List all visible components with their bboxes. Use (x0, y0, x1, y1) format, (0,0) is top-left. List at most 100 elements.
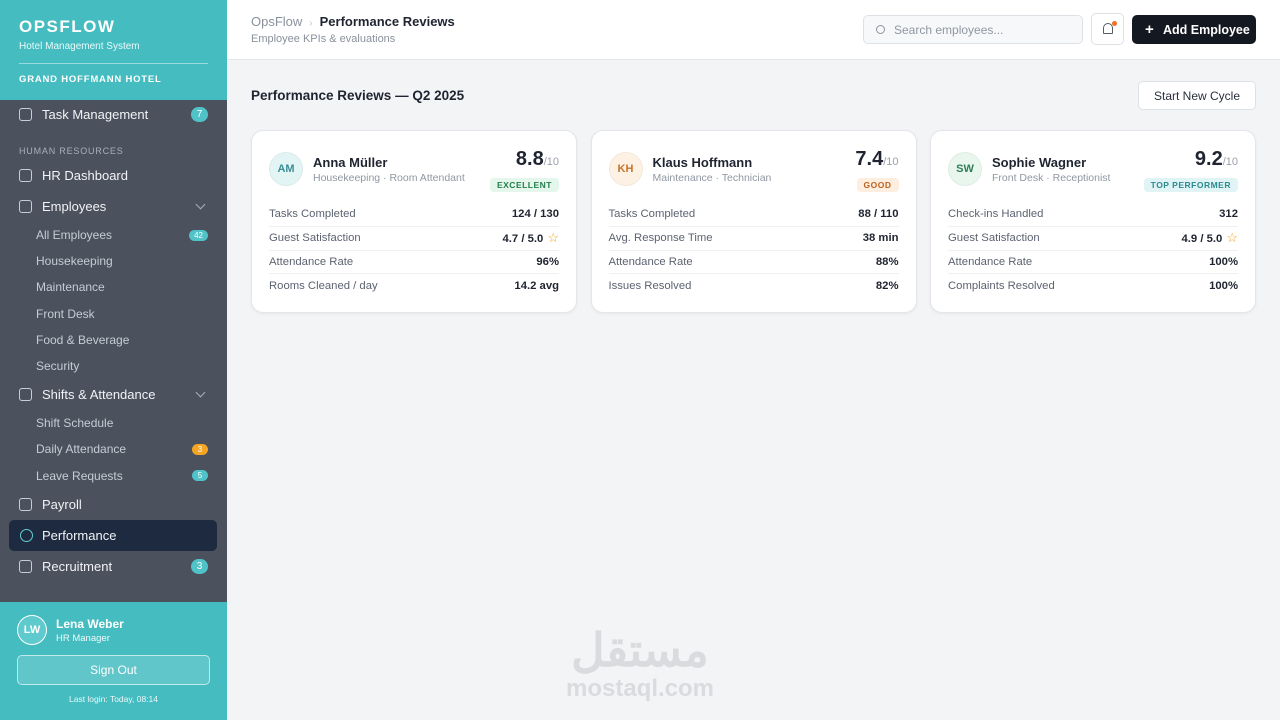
nav-item[interactable]: Shift Schedule (0, 410, 227, 436)
user-avatar: LW (17, 615, 47, 645)
nav-item[interactable]: Employees (0, 191, 227, 222)
metric-row: Avg. Response Time 38 min (608, 227, 899, 251)
search-icon (876, 25, 885, 34)
rating-badge: TOP PERFORMER (1143, 178, 1238, 192)
metric-value-wrap: 312 (1219, 208, 1238, 220)
metric-row: Check-ins Handled 312 (948, 203, 1238, 227)
breadcrumb-page: Performance Reviews (319, 14, 455, 29)
metric-row: Guest Satisfaction 4.7 / 5.0 ☆ (269, 227, 559, 251)
add-employee-button[interactable]: + Add Employee (1132, 15, 1256, 44)
star-icon: ☆ (547, 230, 559, 246)
nav-icon (20, 528, 33, 542)
nav-badge: 5 (192, 470, 208, 482)
page-subtitle: Employee KPIs & evaluations (251, 33, 396, 45)
search-placeholder: Search employees... (894, 22, 1004, 37)
metrics: Tasks Completed 124 / 130 Guest Satisfacti… (269, 203, 559, 298)
score-max: /10 (883, 156, 899, 168)
metric-value-wrap: 82% (876, 280, 899, 292)
nav-icon (19, 559, 32, 573)
brand: OPSFLOW (19, 17, 116, 36)
nav-item[interactable]: Security (0, 353, 227, 379)
metric-value-wrap: 96% (536, 256, 559, 268)
nav-label: Housekeeping (36, 254, 113, 269)
chevron (195, 199, 206, 210)
metric-label: Issues Resolved (608, 280, 692, 293)
metric-label: Attendance Rate (269, 255, 354, 268)
metric-value: 88 / 110 (858, 208, 899, 221)
nav-label: Food & Beverage (36, 332, 130, 347)
notifications-button[interactable] (1091, 13, 1124, 45)
sidebar-header: OPSFLOW Hotel Management System GRAND HO… (0, 0, 227, 100)
user-name: Lena Weber (56, 617, 124, 631)
nav-item[interactable]: All Employees 42 (0, 222, 227, 248)
score: 9.2/10 (1195, 148, 1238, 171)
notification-dot (1112, 21, 1117, 26)
nav-label: Leave Requests (36, 468, 123, 483)
bell-icon (1103, 23, 1113, 34)
metric-value: 96% (536, 255, 559, 268)
metric-label: Tasks Completed (269, 208, 356, 221)
metric-label: Tasks Completed (608, 208, 696, 221)
employee-name: Klaus Hoffmann (652, 155, 753, 170)
start-cycle-button[interactable]: Start New Cycle (1138, 81, 1256, 110)
user-panel: LW Lena Weber HR Manager Sign Out Last l… (0, 602, 227, 720)
metric-row: Attendance Rate 88% (608, 251, 899, 275)
nav-label: Performance (42, 527, 117, 543)
nav-label: Security (36, 359, 80, 374)
metric-row: Attendance Rate 100% (948, 251, 1238, 275)
nav-label: Employees (42, 199, 107, 214)
metric-row: Complaints Resolved 100% (948, 274, 1238, 298)
employee-role: Maintenance · Technician (652, 172, 772, 184)
nav-item[interactable]: Task Management 7 (0, 99, 227, 130)
metric-label: Avg. Response Time (608, 232, 713, 245)
nav-label: Maintenance (36, 280, 105, 295)
sign-out-button[interactable]: Sign Out (17, 655, 210, 685)
star-icon: ☆ (1226, 230, 1238, 246)
metric-row: Guest Satisfaction 4.9 / 5.0 ☆ (948, 227, 1238, 251)
nav-item[interactable]: Housekeeping (0, 248, 227, 274)
metric-label: Guest Satisfaction (269, 232, 361, 245)
nav-label: Shifts & Attendance (42, 387, 156, 403)
metric-value: 100% (1209, 280, 1238, 293)
nav-item[interactable]: Payroll (0, 489, 227, 520)
nav-item[interactable]: Maintenance (0, 274, 227, 300)
review-card: SW Sophie Wagner Front Desk · Receptionist… (930, 130, 1256, 313)
nav-item[interactable]: Daily Attendance 3 (0, 436, 227, 462)
nav: Task Management 7 HUMAN RESOURCES HR Dashbo… (0, 99, 227, 582)
employee-role: Front Desk · Receptionist (992, 172, 1111, 184)
plus-icon: + (1145, 21, 1154, 38)
metric-row: Rooms Cleaned / day 14.2 avg (269, 274, 559, 298)
metric-value-wrap: 124 / 130 (512, 208, 559, 220)
nav-item[interactable]: Recruitment 3 (0, 551, 227, 582)
metric-value: 82% (875, 280, 899, 293)
metric-row: Issues Resolved 82% (609, 274, 899, 298)
metric-label: Attendance Rate (608, 255, 693, 268)
nav-item[interactable]: Shifts & Attendance (0, 379, 227, 410)
nav-item[interactable]: Front Desk (0, 301, 227, 327)
employee-name: Sophie Wagner (992, 155, 1087, 170)
metric-row: Attendance Rate 96% (269, 251, 559, 275)
nav-icon (19, 169, 32, 182)
nav-badge: 42 (189, 229, 208, 241)
metric-label: Complaints Resolved (948, 280, 1055, 293)
watermark-arabic: مستقل (571, 624, 709, 676)
score: 7.4/10 (855, 148, 898, 171)
search-box[interactable]: Search employees... (863, 15, 1083, 44)
metric-label: Guest Satisfaction (948, 232, 1040, 245)
metric-value: 14.2 avg (514, 280, 559, 293)
sidebar: OPSFLOW Hotel Management System GRAND HO… (0, 0, 227, 720)
review-card: KH Klaus Hoffmann Maintenance · Technician… (590, 130, 917, 313)
breadcrumb-root[interactable]: OpsFlow (251, 14, 303, 29)
metric-value-wrap: 38 min (863, 232, 899, 244)
nav-item[interactable]: HR Dashboard (0, 160, 227, 191)
metric-value: 38 min (862, 232, 899, 245)
nav-label: Daily Attendance (36, 442, 127, 457)
nav-item[interactable]: Performance (9, 519, 217, 551)
nav-item[interactable]: Leave Requests 5 (0, 463, 227, 489)
metric-value: 100% (1209, 255, 1238, 268)
nav-section: HUMAN RESOURCES (19, 146, 124, 156)
metric-value: 312 (1219, 208, 1238, 221)
metric-value: 4.7 / 5.0 (502, 233, 544, 246)
nav-item[interactable]: Food & Beverage (0, 327, 227, 353)
rating-badge: EXCELLENT (489, 178, 559, 192)
